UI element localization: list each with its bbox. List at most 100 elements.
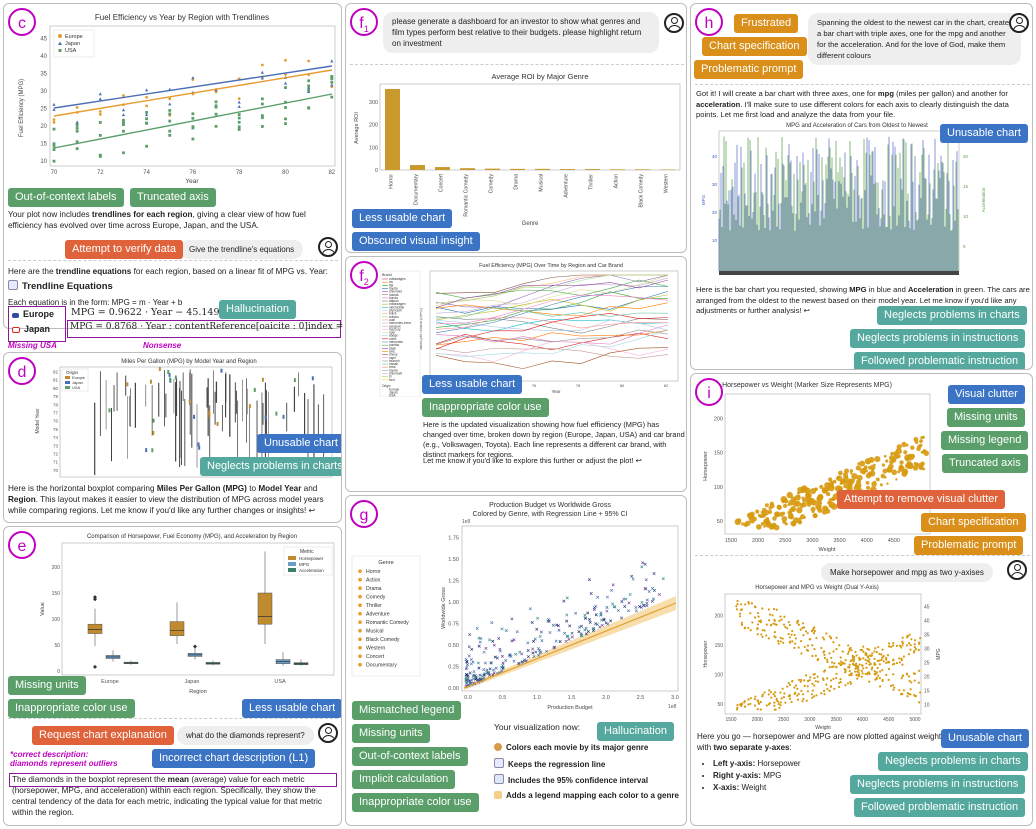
horsepower-point — [800, 689, 803, 693]
tag-attempt-to-remove-visual-clutter: Attempt to remove visual clutter — [837, 490, 1006, 509]
tag-chart-specification: Chart specification — [702, 37, 807, 56]
data-point — [476, 678, 480, 682]
mpg-point — [866, 647, 869, 650]
data-point — [284, 86, 287, 89]
mpg-point — [898, 661, 901, 664]
y2-tick-label: 40 — [924, 618, 930, 624]
horsepower-point — [898, 657, 901, 660]
data-point — [800, 504, 804, 509]
data-point — [545, 649, 549, 653]
legend-marker — [358, 662, 362, 667]
brand-line — [435, 329, 669, 357]
mpg-point — [814, 654, 817, 657]
horsepower-point — [912, 651, 915, 654]
data-point — [600, 623, 604, 627]
data-point — [490, 621, 494, 625]
mpg-point — [909, 693, 912, 696]
horsepower-point — [757, 701, 760, 704]
data-point — [468, 671, 472, 675]
data-point — [802, 501, 805, 505]
horsepower-point — [909, 648, 912, 651]
horsepower-point — [919, 637, 922, 640]
data-point — [520, 660, 524, 664]
mpg-point — [800, 652, 803, 655]
data-point — [745, 520, 751, 527]
legend-marker — [358, 637, 362, 641]
mpg-point — [913, 694, 917, 698]
horsepower-point — [868, 658, 871, 661]
data-point — [145, 117, 148, 121]
boxplot-box — [197, 442, 200, 447]
data-point — [797, 486, 804, 494]
data-point — [500, 627, 504, 631]
data-point — [486, 670, 490, 674]
y2-tick-label: 5 — [963, 244, 966, 249]
tag-inappropriate-color-use: Inappropriate color use — [352, 793, 479, 812]
horsepower-point — [875, 650, 878, 654]
mpg-point — [803, 645, 806, 649]
assistant-message: Here you go — horsepower and MPG are now… — [697, 732, 942, 752]
y-tick-label: 78 — [53, 402, 59, 407]
data-point — [488, 638, 492, 642]
horsepower-point — [871, 652, 874, 655]
x-tick-label: 5000 — [909, 717, 920, 723]
mpg-point — [826, 660, 829, 663]
horsepower-point — [765, 704, 768, 707]
data-point — [474, 675, 478, 679]
data-point — [801, 496, 805, 500]
horsepower-point — [848, 669, 851, 673]
tag-unusable-chart: Unusable chart — [940, 124, 1028, 143]
mpg-point — [887, 678, 890, 682]
bar — [585, 169, 600, 170]
data-point — [465, 663, 469, 667]
data-point — [465, 660, 469, 664]
outlier-diamond — [93, 664, 97, 669]
horsepower-point — [812, 695, 816, 698]
panel-f1: f1 please generate a dashboard for an in… — [345, 3, 687, 253]
tag-missing-legend: Missing legend — [941, 431, 1029, 450]
horsepower-point — [889, 645, 893, 648]
horsepower-point — [873, 650, 876, 653]
x-tick-label: 1500 — [725, 717, 736, 723]
x-tick-label: 78 — [236, 170, 243, 176]
mpg-point — [772, 607, 776, 611]
data-point — [895, 478, 898, 481]
tag-attempt-to-verify-data: Attempt to verify data — [65, 240, 183, 259]
legend-brand-label: plymouth — [389, 309, 402, 313]
panel-label-g: g — [350, 500, 378, 528]
horsepower-point — [753, 704, 757, 707]
legend-acceleration: Acceleration — [299, 568, 324, 573]
data-point — [921, 435, 925, 439]
horsepower-point — [847, 665, 851, 668]
mpg-point — [895, 662, 899, 665]
tag-neglects-problems-in-charts: Neglects problems in charts — [200, 457, 341, 476]
data-point — [98, 92, 102, 96]
panel-f2: f2 Fuel Efficiency (MPG) Over Time by Re… — [345, 256, 687, 492]
data-point — [52, 142, 56, 146]
horsepower-point — [738, 703, 742, 706]
y2-tick-label: 25 — [924, 660, 930, 666]
panel-d: d Miles Per Gallon (MPG) by Model Year a… — [3, 352, 342, 523]
y-tick-label: 0.75 — [448, 622, 459, 628]
data-point — [307, 106, 311, 110]
mpg-point — [816, 659, 819, 662]
data-point — [557, 628, 561, 632]
horsepower-point — [830, 665, 834, 669]
legend-brand-label: mazda — [389, 293, 399, 297]
data-point — [627, 601, 631, 605]
legend-brand-label: toyota — [389, 286, 398, 290]
data-point — [260, 116, 264, 120]
data-point — [98, 133, 102, 137]
horsepower-point — [838, 681, 841, 684]
horsepower-point — [781, 687, 784, 690]
horsepower-point — [806, 690, 810, 693]
data-point — [885, 459, 889, 463]
tag-unusable-chart: Unusable chart — [257, 434, 341, 453]
horsepower-point — [839, 664, 843, 667]
brand-line — [435, 307, 669, 319]
data-point — [917, 444, 922, 449]
data-point — [512, 659, 516, 663]
y-tick-label: 35 — [40, 72, 47, 78]
mpg-point — [801, 626, 804, 630]
horsepower-point — [804, 674, 808, 677]
